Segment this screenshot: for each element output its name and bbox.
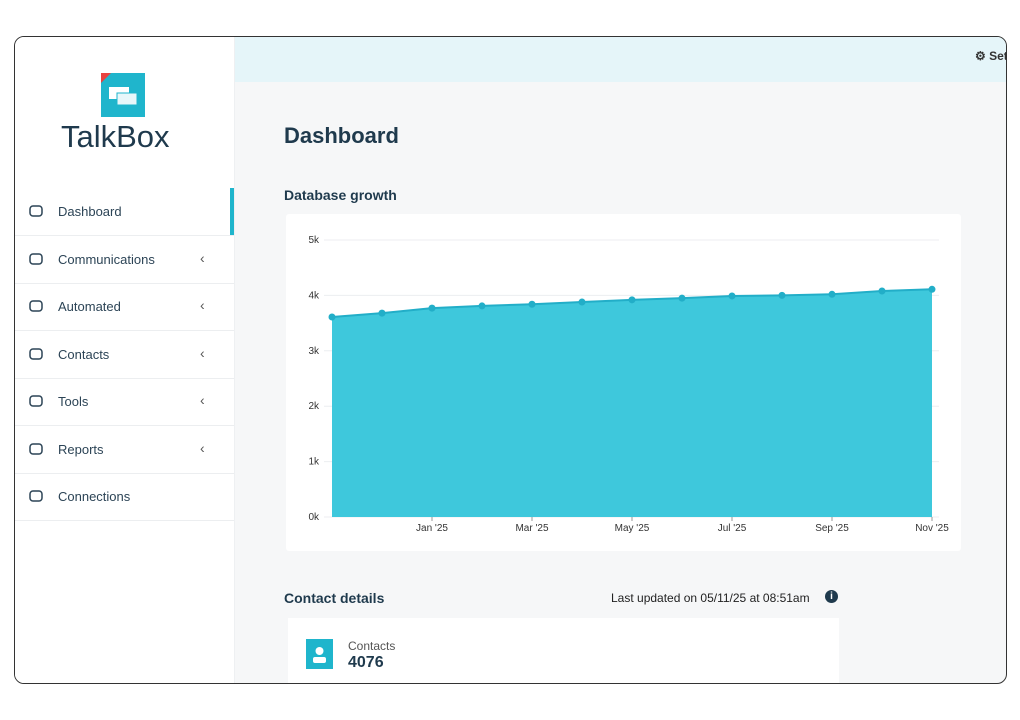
x-tick-label: May '25	[615, 523, 650, 534]
y-tick-label: 2k	[308, 401, 320, 412]
top-bar: ⚙ Settings	[235, 37, 1006, 82]
sidebar: TalkBox Dashboard Communications ‹ Automate…	[15, 37, 235, 683]
nav-label[interactable]: Automated	[58, 299, 121, 314]
point	[428, 304, 436, 312]
nav-icon	[29, 490, 43, 502]
chevron[interactable]: ‹	[200, 249, 205, 266]
point	[778, 291, 786, 299]
point	[528, 300, 536, 308]
chart: 0k 1k 2k 3k 4k 5k Jan '25 Mar '25 May '25 Jul '25…	[308, 235, 949, 534]
chevron[interactable]: ‹	[200, 297, 205, 313]
contacts-card: Contacts 4076	[288, 618, 839, 683]
nav-item[interactable]: Communications ‹	[15, 236, 234, 284]
y-tick-label: 3k	[308, 346, 320, 357]
section-title: Contact details	[284, 590, 385, 606]
nav-label[interactable]: Connections	[58, 489, 131, 504]
app-window: TalkBox Dashboard Communications ‹ Automate…	[14, 36, 1007, 684]
info-icon[interactable]: i	[825, 590, 838, 603]
nav-item[interactable]: Connections	[15, 473, 234, 521]
x-tick-label: Nov '25	[915, 523, 949, 534]
nav-item[interactable]: Contacts ‹	[15, 331, 234, 379]
x-tick-label: Jan '25	[416, 523, 448, 534]
contacts-value: 4076	[348, 654, 384, 671]
nav-label[interactable]: Reports	[58, 441, 104, 457]
logo-icon	[101, 73, 145, 117]
point	[928, 285, 936, 293]
x-tick-label: Sep '25	[815, 523, 849, 534]
point	[728, 292, 736, 300]
chevron[interactable]: ‹	[200, 439, 205, 456]
nav-item[interactable]: Reports ‹	[15, 426, 234, 474]
settings-link[interactable]: ⚙ Settings	[975, 49, 1006, 63]
chevron[interactable]: ‹	[200, 344, 205, 361]
nav-item[interactable]: Dashboard	[15, 188, 234, 236]
nav-label[interactable]: Dashboard	[58, 204, 122, 219]
nav-label[interactable]: Tools	[58, 394, 89, 409]
contacts-icon	[306, 639, 333, 669]
nav-label[interactable]: Contacts	[58, 346, 110, 362]
chevron[interactable]: ‹	[200, 392, 205, 408]
nav-icon	[29, 300, 43, 312]
x-tick-label: Mar '25	[515, 523, 548, 534]
point	[378, 309, 386, 317]
nav-item[interactable]: Tools ‹	[15, 378, 234, 426]
brand: TalkBox	[61, 119, 170, 154]
y-tick-label: 0k	[308, 512, 320, 523]
chart-card: 0k 1k 2k 3k 4k 5k Jan '25 Mar '25 May '25 Jul '25…	[286, 214, 961, 551]
point	[578, 298, 586, 306]
point	[478, 302, 486, 310]
settings-label[interactable]: Settings	[989, 49, 1006, 63]
nav-icon	[29, 395, 43, 407]
point	[828, 290, 836, 298]
point	[628, 296, 636, 304]
nav-icon	[29, 205, 43, 217]
area	[332, 289, 932, 517]
nav-icon	[29, 252, 43, 265]
nav-icon	[29, 442, 43, 455]
contacts-label: Contacts	[348, 639, 396, 653]
point	[878, 287, 886, 295]
active-indicator	[230, 188, 234, 235]
point	[678, 294, 686, 302]
y-tick-label: 1k	[308, 457, 320, 468]
point	[328, 313, 336, 321]
chart-title: Database growth	[284, 187, 397, 203]
nav-item[interactable]: Automated ‹	[15, 283, 234, 331]
nav-icon	[29, 347, 43, 360]
page-title: Dashboard	[284, 123, 399, 148]
x-tick-label: Jul '25	[718, 523, 747, 534]
y-tick-label: 5k	[308, 235, 320, 246]
y-tick-label: 4k	[308, 290, 320, 301]
nav-label[interactable]: Communications	[58, 251, 155, 267]
last-updated: Last updated on 05/11/25 at 08:51am	[611, 591, 810, 605]
